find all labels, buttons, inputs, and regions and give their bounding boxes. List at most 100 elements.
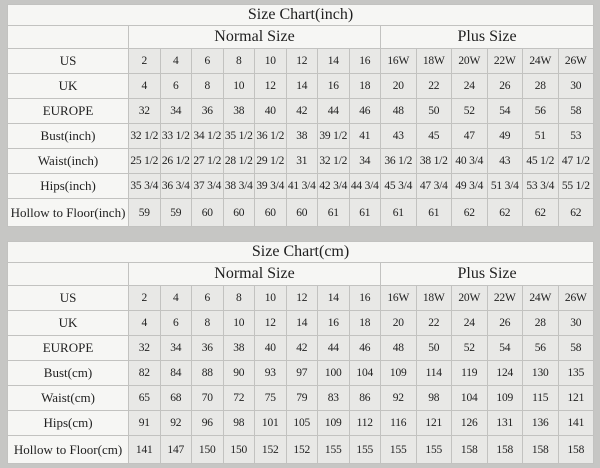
size-value-cell: 49 <box>486 123 523 149</box>
row-label-cell: Bust(cm) <box>7 360 129 386</box>
size-value-cell: 141 <box>128 435 161 464</box>
size-value-cell: 20 <box>380 310 417 336</box>
size-value-cell: 86 <box>348 385 381 411</box>
size-value-cell: 79 <box>285 385 318 411</box>
size-value-cell: 130 <box>522 360 559 386</box>
size-value-cell: 44 <box>317 98 350 124</box>
size-value-cell: 29 1/2 <box>254 148 287 174</box>
size-value-cell: 39 3/4 <box>254 173 287 199</box>
size-value-cell: 124 <box>486 360 523 386</box>
size-value-cell: 60 <box>222 198 255 227</box>
size-value-cell: 18W <box>415 48 452 74</box>
size-value-cell: 32 <box>128 98 161 124</box>
size-value-cell: 97 <box>285 360 318 386</box>
size-value-cell: 131 <box>486 410 523 436</box>
size-value-cell: 88 <box>191 360 224 386</box>
size-value-cell: 92 <box>159 410 192 436</box>
size-value-cell: 4 <box>159 48 192 74</box>
size-chart-table-cm: Size Chart(cm) Normal Size Plus Size US 2 4 6 8… <box>6 241 595 464</box>
size-value-cell: 41 3/4 <box>285 173 318 199</box>
size-value-cell: 109 <box>486 385 523 411</box>
size-value-cell: 14 <box>317 48 350 74</box>
size-value-cell: 28 <box>522 310 559 336</box>
size-value-cell: 158 <box>486 435 523 464</box>
size-value-cell: 46 <box>348 335 381 361</box>
table-row: Bust(inch) 32 1/2 33 1/2 34 1/2 35 1/2 36 1/2… <box>7 123 595 149</box>
size-value-cell: 10 <box>254 285 287 311</box>
size-value-cell: 32 1/2 <box>128 123 161 149</box>
size-value-cell: 20W <box>451 48 488 74</box>
size-value-cell: 45 3/4 <box>380 173 417 199</box>
size-value-cell: 39 1/2 <box>317 123 350 149</box>
size-value-cell: 56 <box>522 98 559 124</box>
row-label-cell: Hips(inch) <box>7 173 129 199</box>
size-value-cell: 114 <box>415 360 452 386</box>
size-value-cell: 24W <box>522 48 559 74</box>
size-value-cell: 155 <box>380 435 417 464</box>
plus-size-header: Plus Size <box>379 262 595 286</box>
size-value-cell: 54 <box>486 98 523 124</box>
size-value-cell: 6 <box>159 73 192 99</box>
size-value-cell: 22W <box>486 48 523 74</box>
normal-size-header: Normal Size <box>128 25 381 49</box>
size-value-cell: 32 <box>128 335 161 361</box>
size-value-cell: 60 <box>254 198 287 227</box>
size-value-cell: 52 <box>451 335 488 361</box>
size-value-cell: 121 <box>557 385 595 411</box>
size-value-cell: 49 3/4 <box>451 173 488 199</box>
size-value-cell: 104 <box>348 360 381 386</box>
size-value-cell: 20 <box>380 73 417 99</box>
row-label-cell: Bust(inch) <box>7 123 129 149</box>
size-value-cell: 61 <box>415 198 452 227</box>
table-row: Bust(cm) 82 84 88 90 93 97 100 104 109 114 119 124 13… <box>7 360 595 386</box>
size-value-cell: 150 <box>222 435 255 464</box>
size-value-cell: 12 <box>285 48 318 74</box>
table-row: Waist(inch) 25 1/2 26 1/2 27 1/2 28 1/2 29 1/… <box>7 148 595 174</box>
size-value-cell: 150 <box>191 435 224 464</box>
size-value-cell: 16W <box>380 48 417 74</box>
size-value-cell: 37 3/4 <box>191 173 224 199</box>
normal-size-header: Normal Size <box>128 262 381 286</box>
size-value-cell: 24 <box>451 310 488 336</box>
size-value-cell: 46 <box>348 98 381 124</box>
size-value-cell: 136 <box>522 410 559 436</box>
size-value-cell: 8 <box>222 285 255 311</box>
table-row: Hollow to Floor(cm) 141 147 150 150 152 152 155… <box>7 435 595 464</box>
row-label-cell: US <box>7 285 129 311</box>
size-value-cell: 105 <box>285 410 318 436</box>
row-label-cell: EUROPE <box>7 335 129 361</box>
size-value-cell: 155 <box>348 435 381 464</box>
size-value-cell: 53 3/4 <box>522 173 559 199</box>
size-value-cell: 126 <box>451 410 488 436</box>
row-label-cell: Waist(cm) <box>7 385 129 411</box>
size-value-cell: 18 <box>348 310 381 336</box>
size-value-cell: 62 <box>451 198 488 227</box>
size-value-cell: 41 <box>348 123 381 149</box>
size-value-cell: 155 <box>415 435 452 464</box>
size-value-cell: 44 3/4 <box>348 173 381 199</box>
size-value-cell: 48 <box>380 98 417 124</box>
row-label-cell: US <box>7 48 129 74</box>
size-value-cell: 101 <box>254 410 287 436</box>
table-title-row: Size Chart(inch) <box>6 4 595 26</box>
size-value-cell: 158 <box>557 435 595 464</box>
size-value-cell: 27 1/2 <box>191 148 224 174</box>
size-value-cell: 83 <box>317 385 350 411</box>
size-value-cell: 16 <box>317 310 350 336</box>
size-value-cell: 61 <box>380 198 417 227</box>
size-value-cell: 51 3/4 <box>486 173 523 199</box>
size-value-cell: 61 <box>317 198 350 227</box>
row-label-cell: Hips(cm) <box>7 410 129 436</box>
size-value-cell: 45 <box>415 123 452 149</box>
size-value-cell: 100 <box>317 360 350 386</box>
size-value-cell: 54 <box>486 335 523 361</box>
size-value-cell: 6 <box>191 285 224 311</box>
size-value-cell: 59 <box>159 198 192 227</box>
size-value-cell: 24W <box>522 285 559 311</box>
size-value-cell: 109 <box>380 360 417 386</box>
size-value-cell: 26W <box>557 48 595 74</box>
size-value-cell: 62 <box>522 198 559 227</box>
size-value-cell: 61 <box>348 198 381 227</box>
size-value-cell: 82 <box>128 360 161 386</box>
table-row: UK 4 6 8 10 12 14 16 18 20 22 24 26 28 30 <box>7 73 595 99</box>
